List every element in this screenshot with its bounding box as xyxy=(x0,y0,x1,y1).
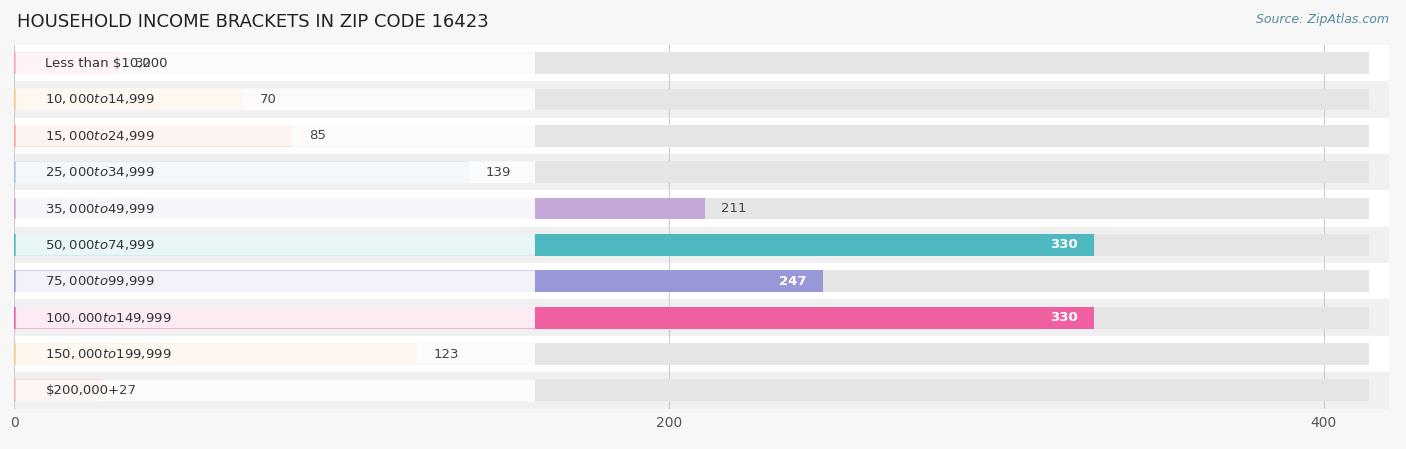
Bar xyxy=(0,227,1406,263)
Text: $35,000 to $49,999: $35,000 to $49,999 xyxy=(45,202,155,216)
Text: $150,000 to $199,999: $150,000 to $199,999 xyxy=(45,347,172,361)
Bar xyxy=(0,190,1406,227)
Text: 247: 247 xyxy=(779,275,807,288)
Bar xyxy=(14,52,120,74)
Bar xyxy=(14,198,1368,220)
Bar xyxy=(14,198,704,220)
Bar xyxy=(0,118,1406,154)
Bar xyxy=(14,270,823,292)
Bar xyxy=(14,88,1368,110)
Text: 211: 211 xyxy=(721,202,747,215)
Text: Less than $10,000: Less than $10,000 xyxy=(45,57,167,70)
Text: 70: 70 xyxy=(260,93,277,106)
Bar xyxy=(14,379,103,401)
FancyBboxPatch shape xyxy=(15,125,534,147)
Bar xyxy=(14,88,243,110)
FancyBboxPatch shape xyxy=(15,234,534,256)
Bar xyxy=(14,307,1368,329)
Bar xyxy=(14,125,292,147)
FancyBboxPatch shape xyxy=(15,52,534,74)
Bar xyxy=(0,336,1406,372)
Text: HOUSEHOLD INCOME BRACKETS IN ZIP CODE 16423: HOUSEHOLD INCOME BRACKETS IN ZIP CODE 16… xyxy=(17,13,489,31)
Text: $50,000 to $74,999: $50,000 to $74,999 xyxy=(45,238,155,252)
FancyBboxPatch shape xyxy=(15,198,534,220)
Bar xyxy=(14,270,1368,292)
Text: 330: 330 xyxy=(1050,311,1078,324)
Text: $100,000 to $149,999: $100,000 to $149,999 xyxy=(45,311,172,325)
Text: $75,000 to $99,999: $75,000 to $99,999 xyxy=(45,274,155,288)
Bar xyxy=(14,52,1368,74)
Bar xyxy=(14,125,1368,147)
FancyBboxPatch shape xyxy=(15,307,534,329)
Bar xyxy=(14,343,1368,365)
Bar xyxy=(0,154,1406,190)
Bar xyxy=(0,263,1406,299)
Text: 85: 85 xyxy=(309,129,326,142)
Bar xyxy=(14,379,1368,401)
Text: 330: 330 xyxy=(1050,238,1078,251)
Text: Source: ZipAtlas.com: Source: ZipAtlas.com xyxy=(1256,13,1389,26)
Text: $10,000 to $14,999: $10,000 to $14,999 xyxy=(45,92,155,106)
FancyBboxPatch shape xyxy=(15,88,534,110)
Text: 123: 123 xyxy=(433,348,458,361)
Text: $15,000 to $24,999: $15,000 to $24,999 xyxy=(45,129,155,143)
Bar xyxy=(14,161,470,183)
Bar xyxy=(14,234,1368,256)
Bar xyxy=(14,161,1368,183)
Bar xyxy=(0,81,1406,118)
Text: $25,000 to $34,999: $25,000 to $34,999 xyxy=(45,165,155,179)
Bar xyxy=(0,45,1406,81)
Bar xyxy=(0,299,1406,336)
FancyBboxPatch shape xyxy=(15,343,534,365)
Bar xyxy=(14,343,416,365)
Bar xyxy=(14,234,1094,256)
Text: 27: 27 xyxy=(120,384,136,397)
Text: 139: 139 xyxy=(485,166,510,179)
Text: 32: 32 xyxy=(135,57,152,70)
Bar xyxy=(14,307,1094,329)
FancyBboxPatch shape xyxy=(15,379,534,401)
Bar xyxy=(0,372,1406,409)
Text: $200,000+: $200,000+ xyxy=(45,384,120,397)
FancyBboxPatch shape xyxy=(15,161,534,183)
FancyBboxPatch shape xyxy=(15,270,534,292)
